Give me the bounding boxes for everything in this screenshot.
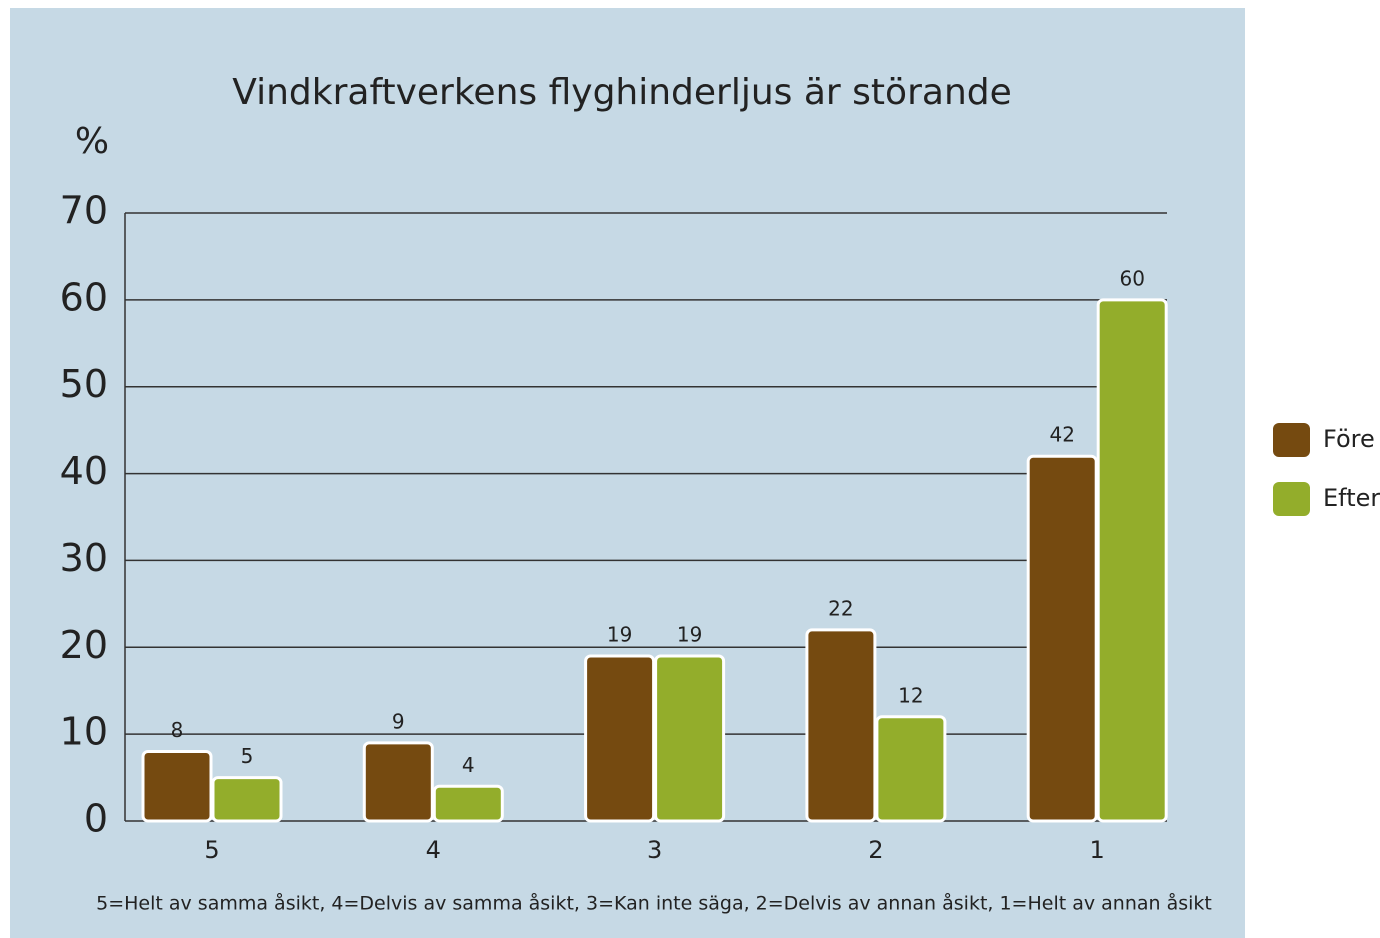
x-tick-label: 4 <box>426 836 441 864</box>
y-tick-label: 70 <box>60 189 108 233</box>
legend-swatch <box>1273 482 1310 516</box>
x-tick-label: 2 <box>868 836 883 864</box>
value-label: 22 <box>828 596 853 620</box>
y-tick-label: 50 <box>60 362 108 406</box>
note: 5=Helt av samma åsikt, 4=Delvis av samma… <box>96 892 1212 915</box>
bar <box>1096 298 1168 823</box>
value-label: 8 <box>171 718 184 742</box>
value-label: 19 <box>607 622 632 646</box>
x-tick-label: 3 <box>647 836 662 864</box>
bar <box>875 715 947 823</box>
x-tick-label: 5 <box>204 836 219 864</box>
y-axis-label: % <box>75 121 109 162</box>
y-tick-label: 0 <box>84 797 108 841</box>
bar <box>805 628 877 823</box>
value-label: 4 <box>462 753 475 777</box>
value-label: 19 <box>677 622 702 646</box>
bar <box>211 776 283 823</box>
bar <box>362 741 434 823</box>
y-tick-label: 30 <box>60 536 108 580</box>
value-label: 60 <box>1119 266 1144 290</box>
value-label: 9 <box>392 709 405 733</box>
bar <box>654 654 726 823</box>
value-label: 42 <box>1049 423 1074 447</box>
bar <box>432 784 504 823</box>
legend-swatch <box>1273 423 1310 457</box>
legend-label: Efter <box>1323 484 1380 512</box>
chart-title: Vindkraftverkens flyghinderljus är störa… <box>232 72 1012 113</box>
value-label: 12 <box>898 683 923 707</box>
bar <box>141 750 213 823</box>
y-tick-label: 60 <box>60 275 108 319</box>
value-label: 5 <box>241 744 254 768</box>
y-tick-label: 10 <box>60 710 108 754</box>
bar <box>584 654 656 823</box>
y-tick-label: 20 <box>60 623 108 667</box>
bar <box>1026 454 1098 823</box>
x-tick-label: 1 <box>1090 836 1105 864</box>
legend-label: Före <box>1323 425 1375 453</box>
y-tick-label: 40 <box>60 449 108 493</box>
